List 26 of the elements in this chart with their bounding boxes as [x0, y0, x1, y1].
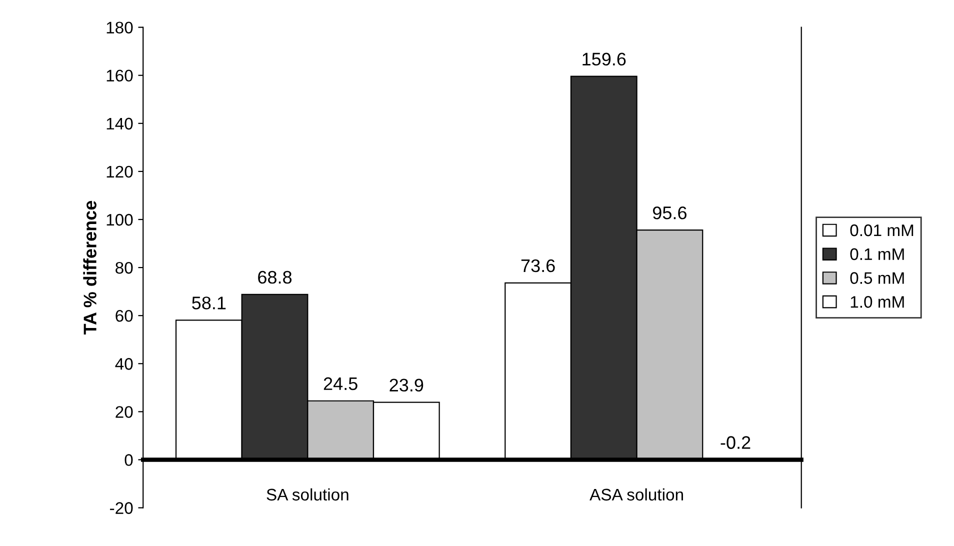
legend-label: 0.01 mM: [850, 224, 914, 236]
y-tick-label: 140: [106, 118, 133, 130]
legend-label: 0.1 mM: [850, 248, 904, 260]
y-tick-label: 100: [106, 214, 133, 226]
y-tick-label: 0: [124, 454, 133, 466]
y-tick-label: 120: [106, 166, 133, 178]
x-tick-label: SA solution: [266, 488, 348, 501]
y-tick-label: 60: [116, 310, 133, 322]
data-label: 73.6: [521, 259, 555, 272]
y-axis-title: TA % difference: [83, 200, 96, 335]
data-label: 159.6: [582, 52, 626, 66]
data-label: 24.5: [324, 377, 358, 390]
y-tick-label: -20: [110, 502, 133, 514]
legend-label: 1.0 mM: [850, 296, 904, 308]
y-tick-label: 180: [106, 22, 133, 34]
y-tick-label: 80: [116, 262, 133, 274]
y-tick-label: 160: [106, 70, 133, 82]
y-tick-label: 40: [115, 358, 133, 370]
data-label: 58.1: [192, 296, 226, 310]
data-label: -0.2: [720, 436, 750, 449]
legend-label: 0.5 mM: [850, 272, 904, 284]
x-tick-label: ASA solution: [590, 488, 683, 501]
data-label: 23.9: [390, 378, 424, 392]
y-tick-label: 20: [116, 406, 133, 418]
data-label: 95.6: [652, 206, 686, 220]
data-label: 68.8: [258, 270, 292, 284]
